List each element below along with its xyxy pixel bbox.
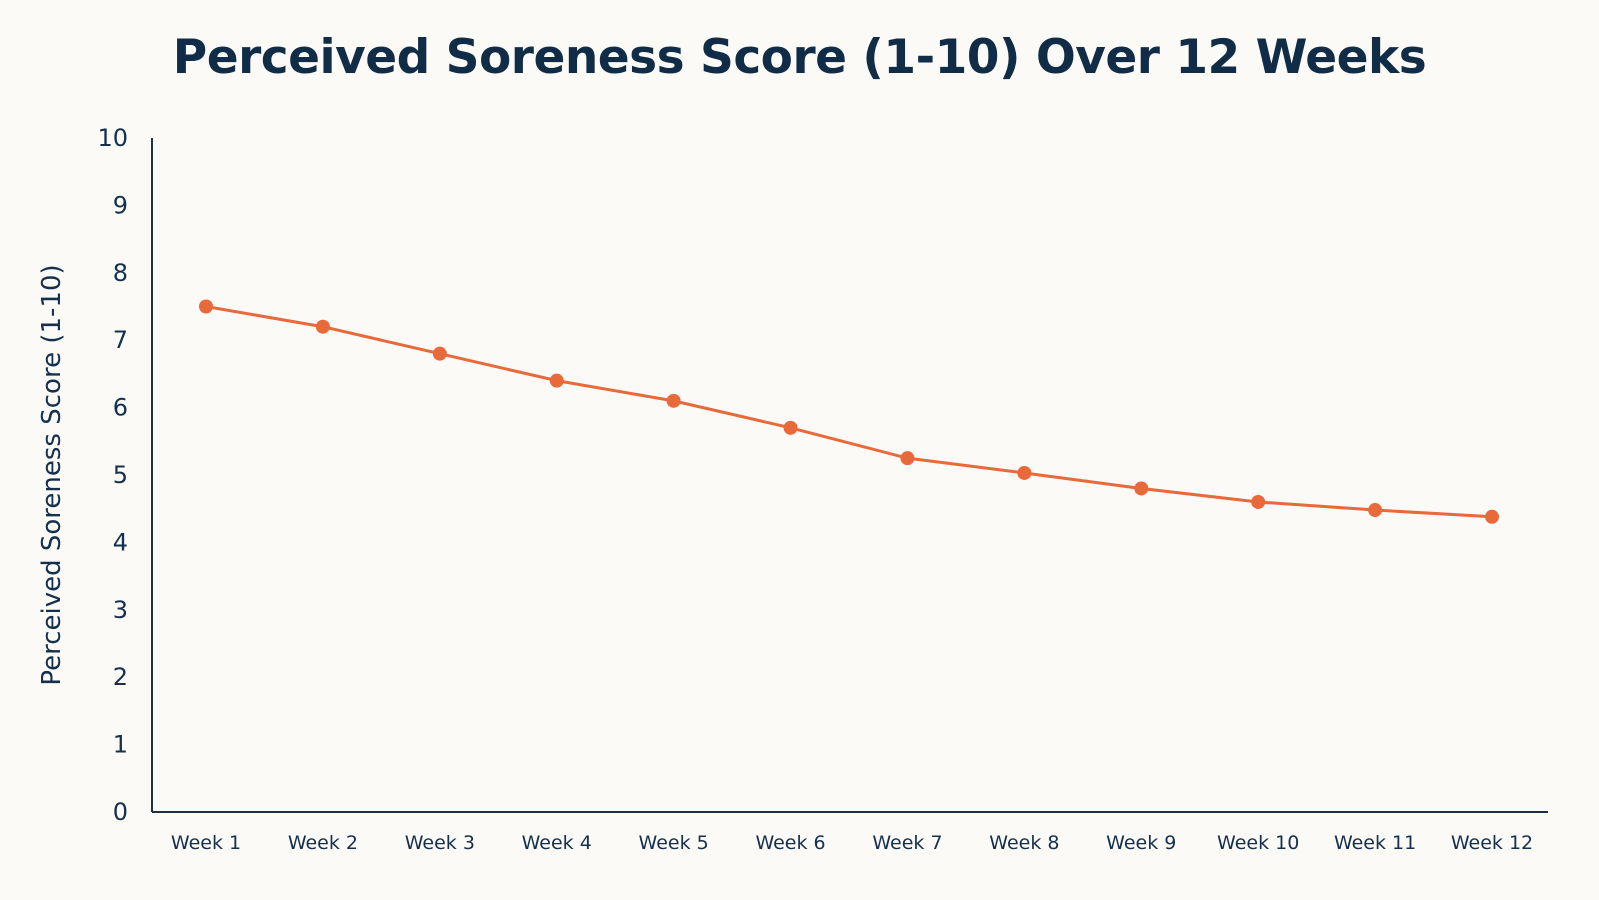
x-tick-label: Week 10 bbox=[1217, 832, 1299, 854]
x-tick-label: Week 3 bbox=[405, 832, 475, 854]
x-tick-label: Week 2 bbox=[288, 832, 358, 854]
x-tick-label: Week 7 bbox=[872, 832, 942, 854]
y-tick-label: 10 bbox=[97, 124, 128, 152]
y-tick-label: 0 bbox=[113, 798, 128, 826]
data-point bbox=[1368, 503, 1383, 518]
y-tick-label: 9 bbox=[113, 191, 128, 219]
data-point bbox=[1485, 509, 1499, 524]
data-point bbox=[1134, 481, 1149, 496]
x-tick-label: Week 9 bbox=[1106, 832, 1176, 854]
x-tick-label: Week 4 bbox=[522, 832, 592, 854]
chart-title: Perceived Soreness Score (1-10) Over 12 … bbox=[172, 30, 1427, 85]
series-layer bbox=[199, 299, 1499, 524]
data-point bbox=[1017, 465, 1032, 480]
y-tick-label: 2 bbox=[113, 663, 128, 691]
x-tick-label: Week 6 bbox=[755, 832, 825, 854]
data-point bbox=[783, 420, 798, 435]
y-tick-label: 3 bbox=[113, 596, 128, 624]
data-point bbox=[432, 346, 447, 361]
x-tick-label: Week 11 bbox=[1334, 832, 1416, 854]
x-tick-label: Week 8 bbox=[989, 832, 1059, 854]
y-tick-label: 6 bbox=[113, 394, 128, 422]
x-tick-label: Week 5 bbox=[639, 832, 709, 854]
data-point bbox=[315, 319, 330, 334]
data-point bbox=[900, 451, 915, 466]
y-tick-label: 7 bbox=[113, 326, 128, 354]
x-tick-label: Week 1 bbox=[171, 832, 241, 854]
y-tick-label: 8 bbox=[113, 259, 128, 287]
y-axis-ticks: 0 1 2 3 4 5 6 7 8 9 10 bbox=[97, 124, 128, 826]
data-point bbox=[666, 393, 681, 408]
x-axis-ticks: Week 1 Week 2 Week 3 Week 4 Week 5 Week 6 Week… bbox=[171, 832, 1533, 854]
y-axis-title: Perceived Soreness Score (1-10) bbox=[37, 264, 67, 685]
y-tick-label: 5 bbox=[113, 461, 128, 489]
y-tick-label: 1 bbox=[113, 731, 128, 759]
data-point bbox=[199, 299, 213, 314]
data-point bbox=[1251, 494, 1266, 509]
data-point bbox=[549, 373, 564, 388]
y-tick-label: 4 bbox=[113, 528, 128, 556]
series-line bbox=[204, 305, 1494, 519]
x-tick-label: Week 12 bbox=[1451, 832, 1533, 854]
